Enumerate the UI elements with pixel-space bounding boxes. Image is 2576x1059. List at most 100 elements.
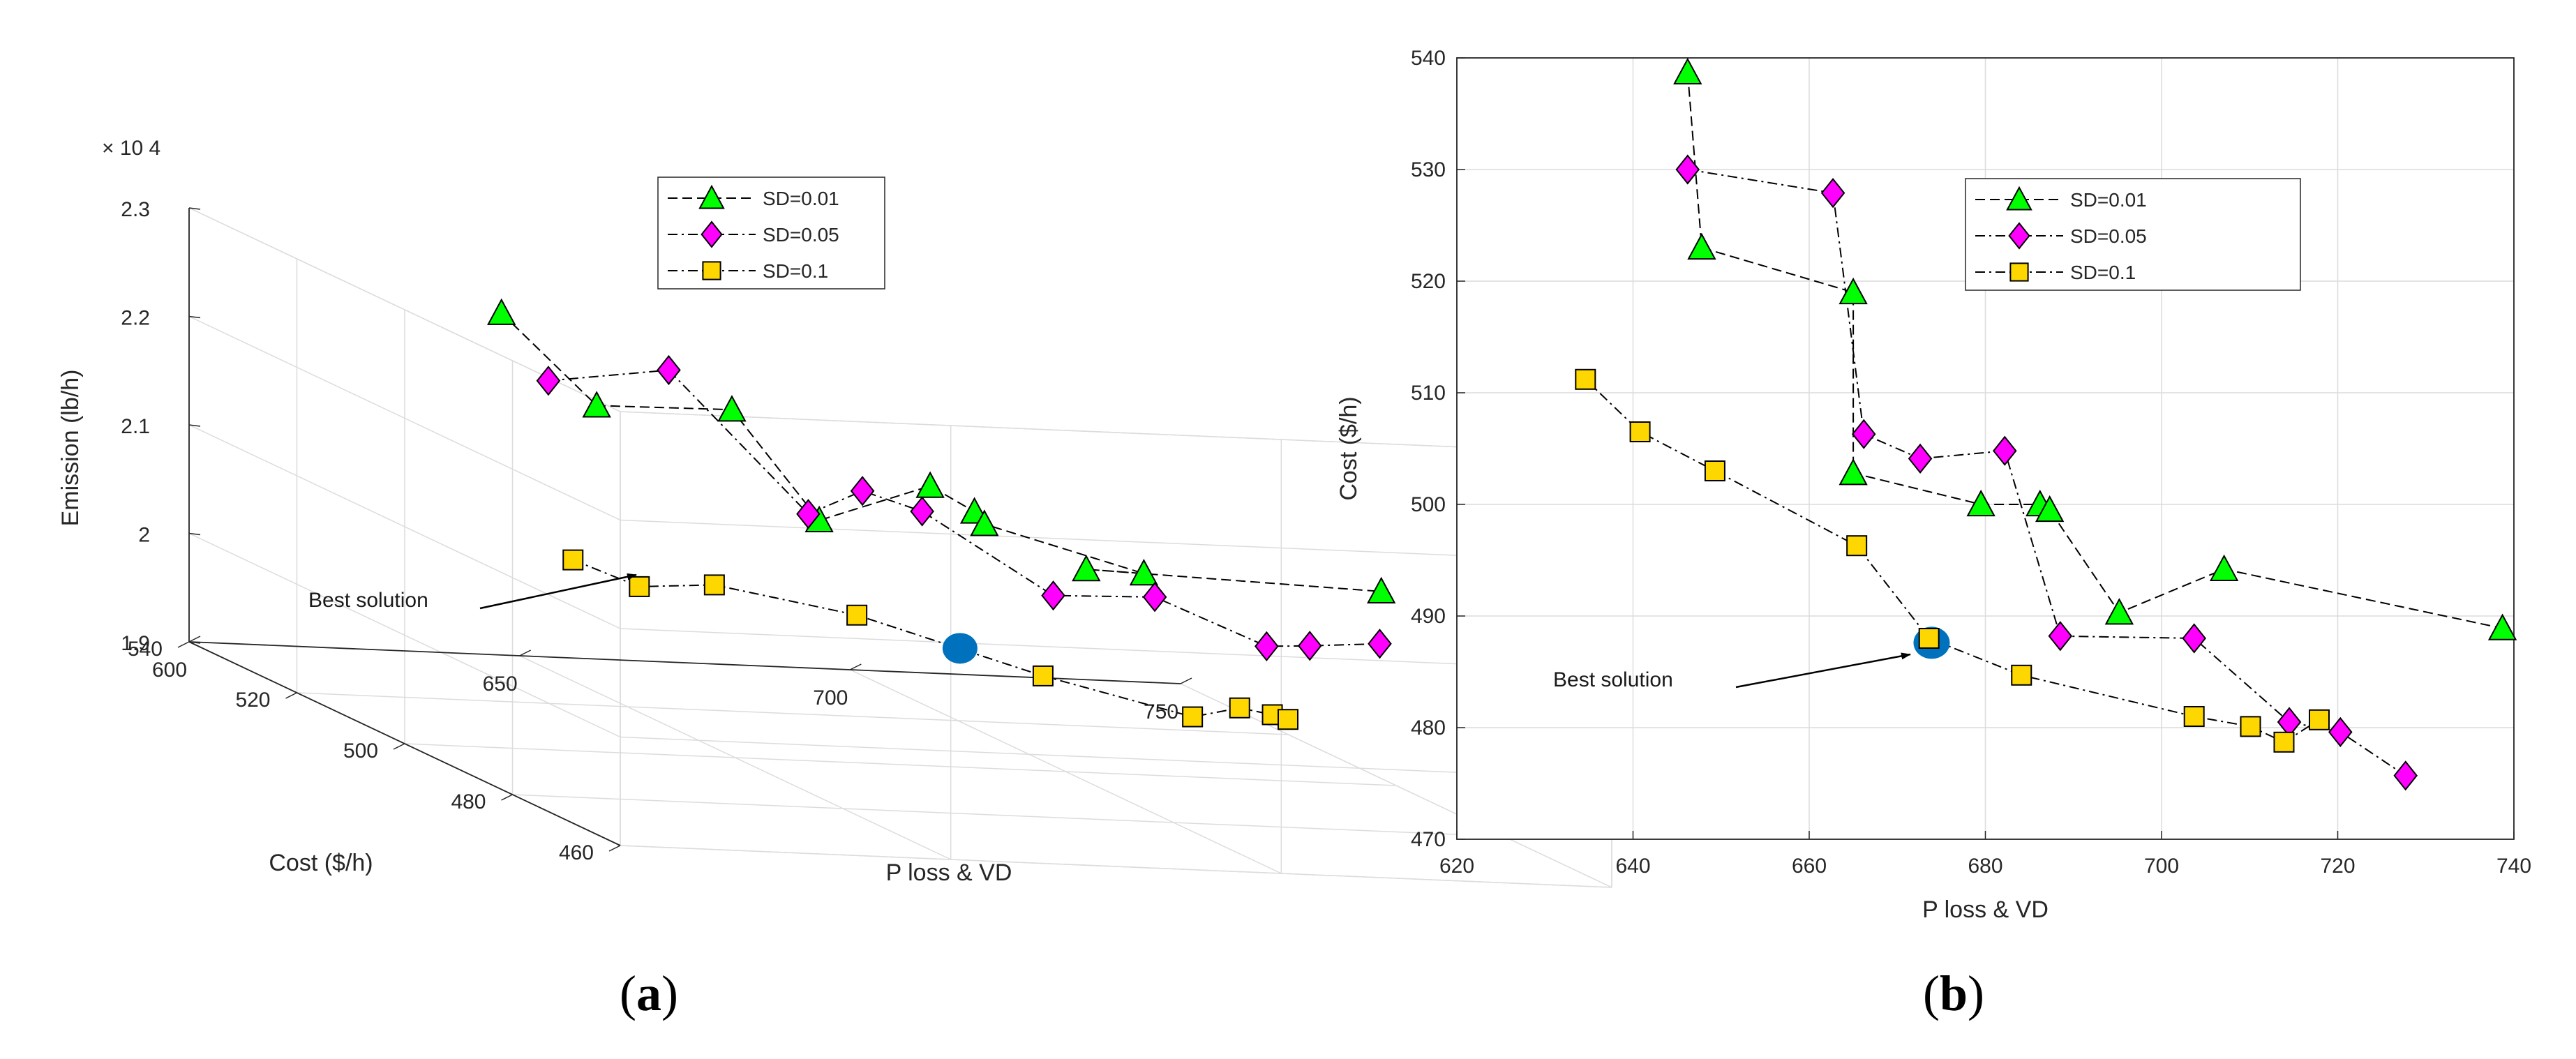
y-tick-label: 520 [1411, 270, 1446, 293]
data-point [1839, 458, 1868, 486]
x-tick-label: 660 [1792, 855, 1827, 878]
z-tick-label: 1.9 [121, 632, 150, 655]
x-tick-mark [1180, 677, 1192, 684]
y-tick-label: 460 [559, 841, 594, 864]
panel-label-b: (b) [1923, 966, 1984, 1021]
panel-label-b-letter: b [1940, 966, 1968, 1021]
box-edge [620, 411, 1612, 454]
y-tick-label: 510 [1411, 382, 1446, 405]
data-point [487, 298, 516, 325]
data-point [1966, 489, 1995, 517]
chart-b-legend-marker [2009, 262, 2029, 282]
best-solution-arrow [1735, 652, 1911, 689]
series-line [1585, 379, 2320, 743]
y-tick-label: 490 [1411, 605, 1446, 628]
x-tick-label: 680 [1968, 855, 2002, 878]
data-point [2209, 554, 2239, 581]
floor-gridline [404, 743, 1397, 786]
chart-a-legend-label: SD=0.05 [763, 224, 839, 246]
series-line [572, 559, 1289, 721]
chart-b-2d-scatter: 620 640 660 680 700 720 740 470 480 490 500 510 520 5… [1335, 47, 2531, 923]
z-tick-mark [188, 424, 201, 427]
panel-label-a-letter: a [636, 966, 661, 1021]
data-point [1041, 580, 1065, 611]
chart-a-legend-label: SD=0.1 [763, 260, 828, 282]
data-point [1675, 154, 1700, 185]
z-tick-label: 2 [138, 524, 150, 547]
data-point [1687, 232, 1716, 260]
data-point [2104, 598, 2134, 625]
y-tick-label: 500 [343, 739, 378, 763]
data-point [1297, 631, 1322, 661]
y-tick-label: 540 [1411, 47, 1446, 70]
y-axis-label: Cost ($/h) [269, 850, 373, 876]
y-tick-label: 530 [1411, 158, 1446, 181]
y-tick-mark [177, 641, 190, 648]
back-wall-gridline [620, 519, 1612, 563]
x-axis-label: P loss & VD [1922, 896, 2049, 923]
z-tick-mark [188, 641, 201, 644]
y-tick-label: 480 [1411, 716, 1446, 739]
data-point [1229, 697, 1250, 719]
data-point [717, 395, 747, 422]
data-point [1367, 576, 1396, 604]
y-tick-label: 520 [235, 689, 270, 712]
x-axis-line [188, 641, 1181, 684]
side-wall-gridline [188, 424, 621, 629]
data-point [2035, 495, 2065, 523]
y-tick-mark [285, 692, 297, 699]
x-tick-label: 700 [2144, 855, 2179, 878]
x-tick-label: 620 [1439, 855, 1474, 878]
z-axis-label: Emission (lb/h) [57, 370, 84, 527]
best-solution-label: Best solution [1553, 668, 1673, 691]
chart-b-legend-marker [2006, 186, 2032, 211]
floor-gridline [297, 692, 1289, 735]
best-solution-point [942, 633, 978, 664]
floor-gridline [512, 794, 1504, 837]
data-point [2240, 716, 2261, 737]
data-point [796, 499, 821, 530]
data-point [2183, 706, 2205, 727]
x-tick-label: 750 [1144, 700, 1178, 723]
x-tick-label: 720 [2320, 855, 2355, 878]
z-multiplier-label: × 10 4 [102, 137, 160, 160]
series-line [1686, 72, 2503, 629]
z-tick-mark [188, 532, 201, 536]
y-tick-label: 470 [1411, 828, 1446, 851]
data-point [850, 476, 875, 506]
data-point [846, 604, 868, 626]
x-tick-mark [849, 663, 862, 670]
data-point [657, 354, 681, 386]
data-point [1182, 706, 1204, 728]
data-point [2273, 731, 2295, 753]
data-point [915, 471, 945, 498]
x-axis-label: P loss & VD [886, 859, 1012, 886]
data-point [1255, 631, 1279, 662]
data-point [1851, 419, 1876, 449]
data-point [2308, 709, 2330, 730]
side-wall-gridline [188, 532, 621, 738]
x-tick-mark [188, 636, 201, 643]
data-point [629, 576, 650, 597]
data-point [2487, 613, 2517, 640]
x-tick-label: 600 [152, 659, 187, 682]
series-line [501, 313, 1381, 592]
data-point [1575, 368, 1596, 390]
x-tick-label: 700 [813, 686, 848, 709]
data-point [1368, 629, 1392, 659]
data-point [1673, 57, 1702, 84]
plot-frame [1456, 57, 2515, 840]
data-point [1839, 277, 1868, 305]
z-tick-label: 2.1 [121, 415, 150, 438]
chart-a-legend-marker [698, 184, 725, 209]
best-solution-arrow [479, 573, 637, 610]
side-wall-gridline [188, 315, 621, 521]
z-tick-label: 2.3 [121, 198, 150, 221]
panel-label-a: (a) [620, 966, 678, 1021]
chart-b-legend-marker [2008, 222, 2030, 250]
data-point [1129, 559, 1159, 586]
data-point [1142, 582, 1167, 613]
y-axis-label: Cost ($/h) [1335, 396, 1362, 500]
